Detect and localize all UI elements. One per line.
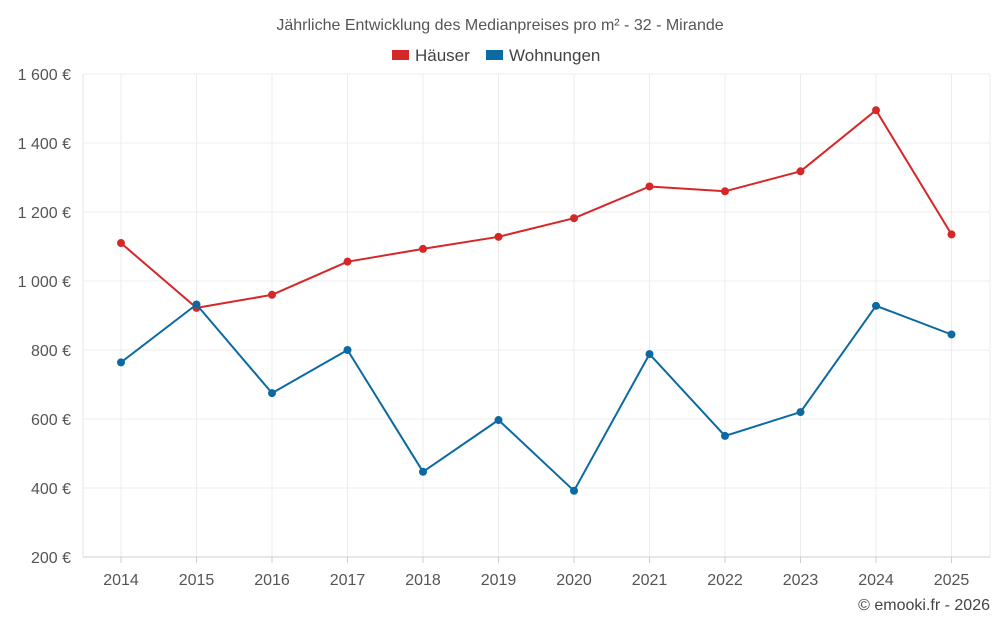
y-tick-label: 1 600 € [18, 67, 71, 84]
credit-text: © emooki.fr - 2026 [858, 597, 990, 614]
data-point-haeuser[interactable] [947, 230, 956, 239]
x-tick-label: 2014 [103, 572, 139, 589]
data-point-wohnungen[interactable] [343, 346, 352, 354]
data-point-wohnungen[interactable] [872, 301, 880, 310]
data-point-wohnungen[interactable] [192, 300, 201, 309]
y-tick-label: 600 € [31, 412, 71, 429]
data-point-haeuser[interactable] [117, 239, 125, 248]
data-point-haeuser[interactable] [645, 182, 654, 191]
data-point-haeuser[interactable] [268, 290, 276, 299]
data-point-haeuser[interactable] [872, 106, 880, 115]
x-tick-label: 2019 [481, 572, 517, 589]
data-point-haeuser[interactable] [419, 244, 427, 253]
chart-title: Jährliche Entwicklung des Medianpreises … [276, 17, 723, 34]
legend-label-wohnungen: Wohnungen [509, 46, 600, 65]
data-point-haeuser[interactable] [494, 232, 503, 241]
data-point-wohnungen[interactable] [117, 358, 125, 367]
data-point-wohnungen[interactable] [494, 416, 503, 425]
x-axis: 2014 2015 2016 2017 2018 2019 2020 2021 2022 2023… [83, 556, 990, 589]
y-tick-label: 800 € [31, 343, 71, 360]
series-line-wohnungen [120, 303, 952, 492]
data-point-haeuser[interactable] [721, 187, 729, 196]
x-tick-label: 2018 [405, 572, 441, 589]
data-point-wohnungen[interactable] [570, 486, 578, 495]
data-point-haeuser[interactable] [796, 167, 805, 176]
legend: Häuser Wohnungen [392, 46, 600, 65]
x-tick-label: 2016 [254, 572, 290, 589]
x-tick-label: 2024 [858, 572, 894, 589]
legend-swatch-haeuser [392, 50, 409, 60]
legend-label-haeuser: Häuser [415, 46, 470, 65]
data-point-haeuser[interactable] [343, 257, 352, 266]
series-wohnungen [117, 300, 956, 495]
y-axis: 200 € 400 € 600 € 800 € 1 000 € 1 200 € 1 400 … [18, 67, 71, 567]
data-point-haeuser[interactable] [570, 214, 578, 223]
data-point-wohnungen[interactable] [947, 330, 956, 339]
series-line-haeuser [120, 109, 953, 309]
grid [82, 73, 991, 558]
data-point-wohnungen[interactable] [645, 350, 654, 359]
x-tick-label: 2023 [783, 572, 819, 589]
y-tick-label: 1 000 € [18, 274, 71, 291]
y-tick-label: 1 400 € [18, 136, 71, 153]
x-tick-label: 2025 [934, 572, 970, 589]
legend-swatch-wohnungen [486, 50, 503, 60]
y-tick-label: 1 200 € [18, 205, 71, 222]
x-tick-label: 2022 [707, 572, 743, 589]
x-tick-label: 2021 [632, 572, 668, 589]
data-point-wohnungen[interactable] [419, 467, 427, 476]
y-tick-label: 400 € [31, 481, 71, 498]
x-tick-label: 2015 [179, 572, 215, 589]
y-tick-label: 200 € [31, 550, 71, 567]
data-point-wohnungen[interactable] [796, 408, 805, 417]
series-group [117, 106, 956, 495]
data-point-wohnungen[interactable] [721, 431, 729, 440]
data-point-wohnungen[interactable] [268, 389, 276, 398]
x-tick-label: 2020 [556, 572, 592, 589]
x-tick-label: 2017 [330, 572, 366, 589]
